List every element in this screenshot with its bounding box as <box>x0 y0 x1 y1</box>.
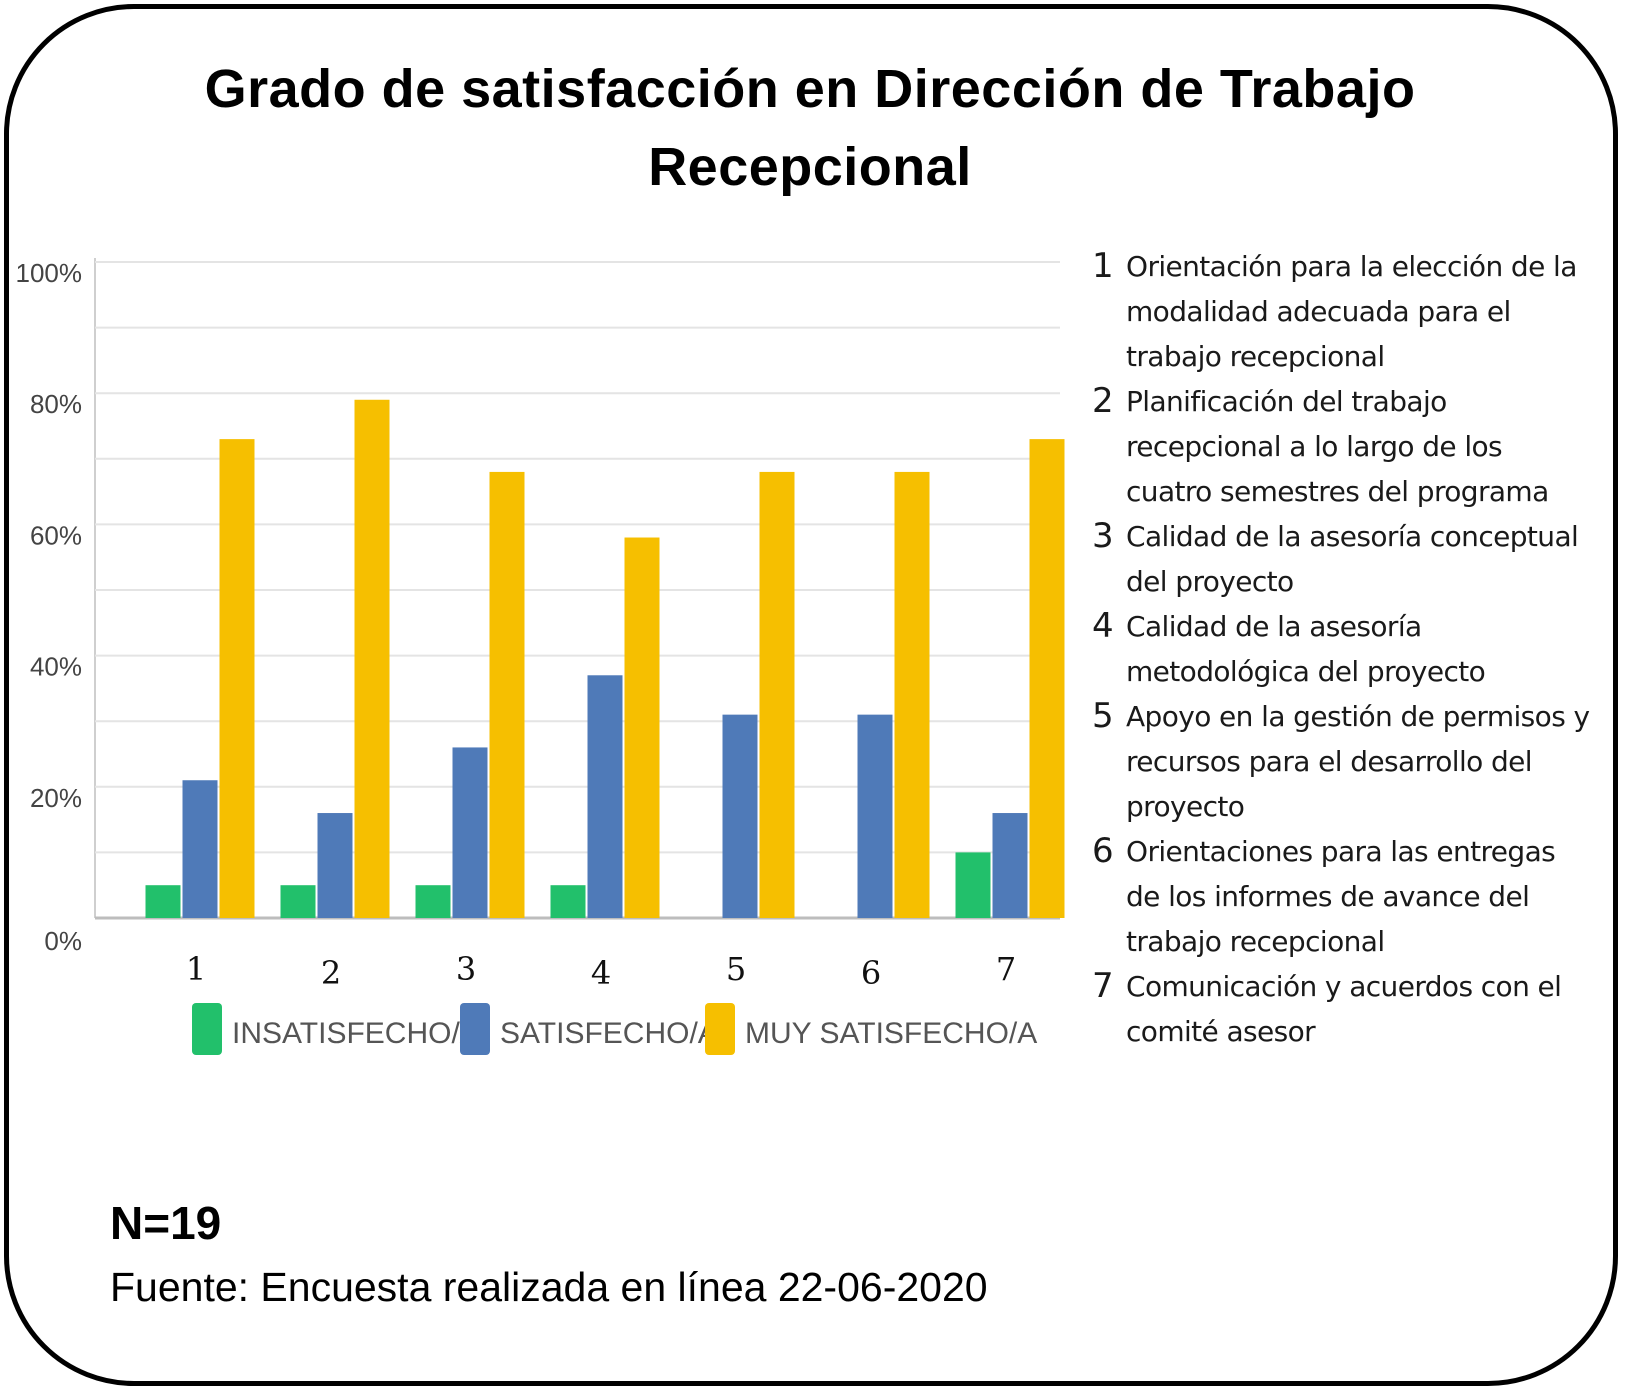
category-descriptions: 1 Orientación para la elección de la mod… <box>1092 244 1592 1054</box>
x-category-label: 1 <box>186 950 206 988</box>
bar-muy-satisfecho-a-1 <box>219 439 255 918</box>
chart-title: Grado de satisfacción en Dirección de Tr… <box>204 59 1416 197</box>
bar-muy-satisfecho-a-2 <box>354 399 390 918</box>
x-category-label: 7 <box>996 950 1016 988</box>
y-tick-label: 40% <box>30 652 82 682</box>
bar-insatisfecho-a-3 <box>415 885 451 918</box>
legend-label: SATISFECHO/A <box>500 1017 718 1050</box>
description-number: 1 <box>1092 246 1114 286</box>
legend-label: INSATISFECHO/A <box>232 1017 480 1050</box>
description-number: 7 <box>1092 966 1114 1006</box>
y-tick-label: 100% <box>16 258 83 288</box>
legend-swatch <box>460 1003 490 1055</box>
x-category-label: 6 <box>861 954 881 992</box>
x-axis-categories: 1 2 3 4 5 6 7 <box>186 950 1016 992</box>
legend-label: MUY SATISFECHO/A <box>745 1017 1037 1050</box>
source-note: Fuente: Encuesta realizada en línea 22-0… <box>110 1264 988 1310</box>
description-number: 5 <box>1092 696 1114 736</box>
description-number: 2 <box>1092 381 1114 421</box>
description-item-5: 5 Apoyo en la gestión de permisos y recu… <box>1092 694 1592 829</box>
x-category-label: 5 <box>726 950 746 988</box>
bar-satisfecho-a-4 <box>587 675 623 918</box>
description-text: Apoyo en la gestión de permisos y recurs… <box>1126 700 1590 823</box>
x-category-label: 4 <box>591 954 611 992</box>
description-item-7: 7 Comunicación y acuerdos con el comité … <box>1092 964 1592 1054</box>
description-text: Orientaciones para las entregas de los i… <box>1126 835 1556 958</box>
y-axis-ticks: 0% 20% 40% 60% 80% 100% <box>16 258 83 956</box>
description-text: Comunicación y acuerdos con el comité as… <box>1126 970 1562 1048</box>
bar-satisfecho-a-1 <box>182 780 218 918</box>
description-item-3: 3 Calidad de la asesoría conceptual del … <box>1092 514 1592 604</box>
x-category-label: 3 <box>456 950 476 988</box>
description-item-1: 1 Orientación para la elección de la mod… <box>1092 244 1592 379</box>
y-tick-label: 0% <box>44 926 82 956</box>
description-text: Calidad de la asesoría metodológica del … <box>1126 610 1486 688</box>
description-number: 3 <box>1092 516 1114 556</box>
bar-insatisfecho-a-2 <box>280 885 316 918</box>
bar-satisfecho-a-5 <box>722 714 758 918</box>
bar-insatisfecho-a-4 <box>550 885 586 918</box>
description-number: 4 <box>1092 606 1114 646</box>
bar-insatisfecho-a-1 <box>145 885 181 918</box>
rounded-frame <box>4 4 1618 1386</box>
bar-muy-satisfecho-a-7 <box>1029 439 1065 918</box>
sample-size: N=19 <box>110 1197 222 1249</box>
description-text: Orientación para la elección de la modal… <box>1126 250 1577 373</box>
bars <box>145 399 1065 918</box>
y-tick-label: 20% <box>30 783 82 813</box>
bar-satisfecho-a-3 <box>452 747 488 918</box>
legend-swatch <box>192 1003 222 1055</box>
bar-muy-satisfecho-a-3 <box>489 471 525 918</box>
bar-insatisfecho-a-7 <box>955 852 991 918</box>
description-item-2: 2 Planificación del trabajo recepcional … <box>1092 379 1592 514</box>
legend-swatch <box>705 1003 735 1055</box>
legend: INSATISFECHO/A SATISFECHO/A MUY SATISFECHO… <box>192 1003 1037 1055</box>
bar-chart: 0% 20% 40% 60% 80% 100% 1 2 3 4 5 6 7 INSATISFECHO/… <box>16 258 1065 1055</box>
description-number: 6 <box>1092 831 1114 871</box>
y-tick-label: 80% <box>30 389 82 419</box>
description-item-4: 4 Calidad de la asesoría metodológica de… <box>1092 604 1592 694</box>
description-text: Calidad de la asesoría conceptual del pr… <box>1126 520 1579 598</box>
y-tick-label: 60% <box>30 520 82 550</box>
bar-satisfecho-a-7 <box>992 813 1028 918</box>
x-category-label: 2 <box>321 954 341 992</box>
bar-satisfecho-a-2 <box>317 813 353 918</box>
description-item-6: 6 Orientaciones para las entregas de los… <box>1092 829 1592 964</box>
bar-muy-satisfecho-a-5 <box>759 471 795 918</box>
bar-muy-satisfecho-a-6 <box>894 471 930 918</box>
bar-satisfecho-a-6 <box>857 714 893 918</box>
description-text: Planificación del trabajo recepcional a … <box>1126 385 1549 508</box>
bar-muy-satisfecho-a-4 <box>624 537 660 918</box>
